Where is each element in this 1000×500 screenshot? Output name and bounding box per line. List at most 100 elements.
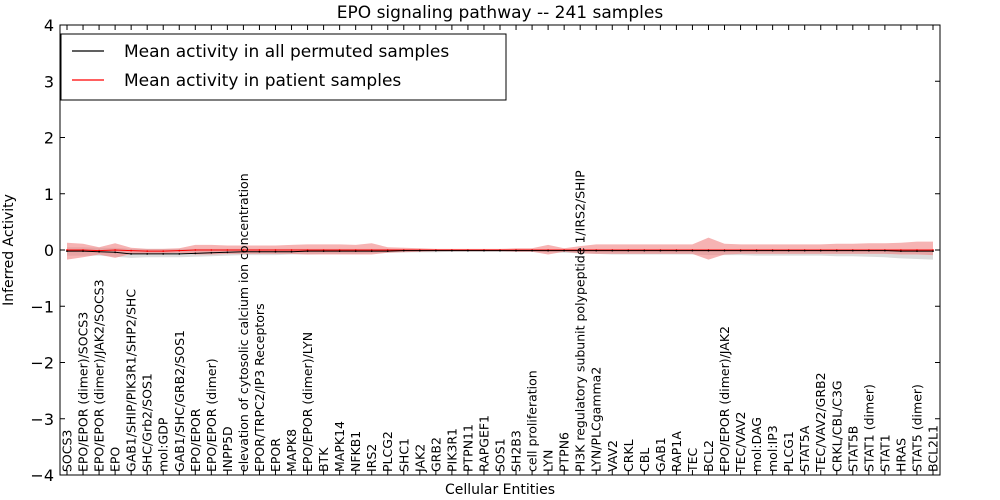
- point-permuted: [242, 250, 245, 253]
- x-tick-label: mol:DAG: [749, 417, 764, 472]
- point-patient: [194, 249, 197, 251]
- x-tick-label: NFKB1: [348, 431, 363, 472]
- point-permuted: [82, 250, 84, 253]
- point-permuted: [322, 250, 325, 253]
- point-permuted: [579, 249, 582, 252]
- y-tick-label: 4: [44, 16, 54, 35]
- x-tick-label: IRS2: [364, 444, 379, 472]
- y-tick-label: −2: [30, 354, 54, 373]
- x-tick-label: PTPN6: [557, 432, 572, 472]
- point-patient: [290, 249, 293, 251]
- point-patient: [146, 250, 149, 253]
- point-permuted: [547, 249, 549, 252]
- x-tick-label: EPO/EPOR (dimer)/JAK2: [717, 326, 732, 472]
- x-tick-label: LYN/PLCgamma2: [589, 367, 604, 472]
- x-tick-label: INPP5D: [220, 426, 235, 472]
- x-tick-label: PTPN11: [460, 424, 475, 472]
- x-tick-label: MAPK14: [332, 421, 347, 472]
- y-tick-label: 0: [44, 241, 54, 260]
- point-permuted: [787, 249, 790, 252]
- point-patient: [210, 249, 213, 251]
- point-permuted: [338, 250, 341, 253]
- x-tick-label: SHC1: [396, 438, 411, 472]
- x-tick-label: PIK3R1: [444, 428, 459, 472]
- point-patient: [178, 249, 181, 252]
- x-tick-label: EPO/EPOR (dimer)/SOCS3: [76, 312, 91, 472]
- y-tick-label: 3: [44, 72, 54, 91]
- point-permuted: [563, 249, 565, 252]
- x-tick-label: EPO/EPOR (dimer)/JAK2/SOCS3: [92, 279, 107, 472]
- point-permuted: [435, 249, 437, 252]
- x-tick-label: GAB1/SHIP/PIK3R1/SHP2/SHC: [124, 289, 139, 472]
- x-tick-label: RAPGEF1: [476, 415, 491, 472]
- x-tick-label: HRAS: [893, 438, 908, 472]
- x-tick-label: STAT5 (dimer): [909, 384, 924, 472]
- x-tick-label: SHC/Grb2/SOS1: [140, 373, 155, 472]
- point-patient: [130, 249, 133, 252]
- point-permuted: [418, 249, 421, 252]
- x-tick-label: MAPK8: [284, 429, 299, 472]
- legend-label-permuted: Mean activity in all permuted samples: [124, 42, 449, 62]
- point-patient: [274, 249, 277, 251]
- y-tick-label: 1: [44, 185, 54, 204]
- point-permuted: [370, 250, 373, 253]
- x-tick-label: BTK: [316, 447, 331, 472]
- x-tick-label: GRB2: [428, 437, 443, 472]
- point-permuted: [402, 249, 405, 252]
- point-permuted: [803, 249, 806, 252]
- x-tick-label: JAK2: [412, 444, 427, 473]
- point-permuted: [451, 249, 453, 252]
- x-tick-label: SH2B3: [509, 430, 524, 472]
- x-tick-label: TEC: [685, 447, 700, 473]
- x-tick-label: EPO/EPOR (dimer)/LYN: [300, 332, 315, 472]
- point-permuted: [707, 249, 710, 252]
- x-tick-label: STAT5B: [845, 426, 860, 472]
- point-permuted: [531, 249, 533, 252]
- point-permuted: [66, 250, 68, 253]
- point-permuted: [194, 252, 197, 255]
- x-tick-label: STAT1 (dimer): [861, 384, 876, 472]
- x-tick-label: TEC/VAV2/GRB2: [813, 372, 828, 473]
- point-permuted: [146, 253, 149, 255]
- x-tick-label: SOCS3: [60, 430, 75, 472]
- point-permuted: [819, 249, 822, 252]
- x-tick-label: PI3K regulatory subunit polypeptide 1/IR…: [573, 170, 588, 472]
- y-tick-label: −1: [30, 297, 54, 316]
- point-permuted: [659, 249, 662, 252]
- series-lines: [66, 249, 934, 255]
- x-tick-label: PLCG1: [781, 431, 796, 472]
- y-tick-label: 2: [44, 129, 54, 148]
- band-patient: [67, 237, 933, 260]
- x-tick-label: GAB1/SHC/GRB2/SOS1: [172, 330, 187, 472]
- y-tick-label: −4: [30, 466, 54, 485]
- point-patient: [162, 250, 165, 253]
- x-tick-label: STAT5A: [797, 425, 812, 472]
- x-tick-label: BCL2: [701, 440, 716, 472]
- point-permuted: [499, 249, 501, 252]
- point-permuted: [274, 250, 277, 253]
- y-axis-label: Inferred Activity: [1, 194, 17, 306]
- x-tick-label: BCL2L1: [926, 425, 941, 472]
- point-permuted: [771, 249, 774, 252]
- x-tick-label: VAV2: [605, 440, 620, 472]
- point-permuted: [916, 250, 918, 253]
- x-tick-label: elevation of cytosolic calcium ion conce…: [236, 173, 251, 472]
- y-tick-label: −3: [30, 410, 54, 429]
- legend-label-patient: Mean activity in patient samples: [124, 71, 401, 91]
- point-permuted: [290, 250, 293, 253]
- x-tick-label: EPO/EPOR (dimer): [204, 358, 219, 472]
- legend-box: [60, 33, 507, 101]
- point-permuted: [835, 249, 838, 252]
- x-tick-label: EPO/EPOR: [188, 408, 203, 472]
- point-permuted: [258, 250, 261, 253]
- point-permuted: [884, 249, 886, 252]
- point-patient: [242, 249, 245, 251]
- y-axis: −4 −3 −2 −1 0 1 2 3 4: [30, 16, 940, 485]
- x-tick-label: GAB1: [653, 437, 668, 472]
- x-tick-label: EPOR/TRPC2/IP3 Receptors: [252, 303, 267, 472]
- x-tick-label: SOS1: [493, 438, 508, 472]
- point-permuted: [755, 249, 758, 252]
- x-tick-label: TEC/VAV2: [733, 412, 748, 473]
- x-tick-label: EPO: [108, 447, 123, 472]
